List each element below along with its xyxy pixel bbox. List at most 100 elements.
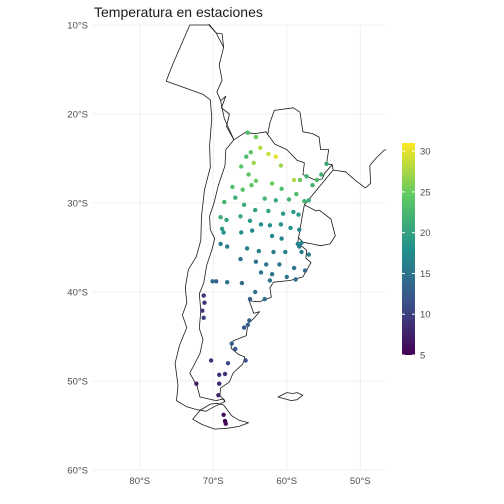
station-point bbox=[293, 277, 298, 282]
station-point bbox=[230, 184, 235, 190]
colorbar-tick-label: 5 bbox=[420, 351, 425, 362]
station-point bbox=[241, 202, 247, 207]
station-point bbox=[239, 230, 244, 235]
station-point bbox=[286, 197, 292, 202]
station-point bbox=[253, 134, 259, 140]
station-point bbox=[273, 198, 278, 203]
colorbar bbox=[402, 143, 415, 355]
argentina-outline bbox=[219, 131, 334, 402]
y-tick-label: 30°S bbox=[67, 199, 88, 210]
station-point bbox=[258, 270, 264, 275]
station-point bbox=[279, 236, 284, 241]
station-point bbox=[291, 177, 297, 183]
station-point bbox=[238, 256, 243, 262]
station-point bbox=[273, 154, 278, 159]
station-point bbox=[217, 372, 222, 377]
station-point bbox=[224, 217, 229, 223]
map-title: Temperatura en estaciones bbox=[94, 4, 263, 20]
station-point bbox=[277, 262, 282, 267]
country-outlines bbox=[165, 23, 387, 430]
station-point bbox=[222, 199, 227, 205]
y-tick-label: 40°S bbox=[67, 288, 88, 299]
station-point bbox=[247, 318, 252, 323]
y-tick-label: 10°S bbox=[67, 21, 88, 32]
station-point bbox=[266, 208, 271, 214]
station-point bbox=[253, 178, 259, 183]
station-point bbox=[288, 225, 293, 231]
station-point bbox=[202, 300, 207, 305]
station-point bbox=[218, 241, 223, 247]
station-point bbox=[269, 272, 275, 277]
station-point bbox=[258, 222, 264, 227]
station-points bbox=[194, 130, 329, 426]
colorbar-tick-label: 25 bbox=[420, 187, 431, 198]
station-point bbox=[233, 346, 238, 352]
station-point bbox=[216, 393, 221, 398]
station-point bbox=[310, 183, 315, 188]
station-point bbox=[319, 172, 324, 177]
colorbar-tick-label: 20 bbox=[420, 228, 431, 239]
station-point bbox=[250, 228, 255, 233]
station-point bbox=[218, 215, 223, 220]
station-point bbox=[222, 371, 228, 377]
bolivia-border bbox=[220, 95, 235, 140]
uruguay-border bbox=[298, 204, 336, 247]
y-tick-label: 50°S bbox=[67, 377, 88, 388]
station-point bbox=[225, 280, 230, 285]
station-point bbox=[251, 160, 256, 166]
station-point bbox=[208, 358, 214, 363]
station-point bbox=[314, 177, 320, 183]
station-point bbox=[302, 268, 308, 273]
station-point bbox=[269, 181, 275, 186]
station-point bbox=[249, 183, 254, 188]
station-point bbox=[253, 207, 258, 213]
x-tick-label: 60°S bbox=[276, 476, 297, 487]
station-point bbox=[297, 177, 303, 183]
station-point bbox=[240, 187, 245, 192]
station-point bbox=[200, 308, 205, 313]
station-point bbox=[284, 274, 289, 280]
station-point bbox=[239, 280, 245, 286]
station-point bbox=[210, 279, 215, 284]
colorbar-tick-label: 10 bbox=[420, 310, 431, 321]
station-point bbox=[278, 163, 284, 168]
station-point bbox=[238, 214, 243, 219]
station-point bbox=[219, 226, 225, 231]
station-point bbox=[269, 233, 275, 239]
station-point bbox=[221, 412, 226, 417]
station-point bbox=[244, 154, 249, 159]
station-point bbox=[246, 172, 251, 177]
station-point bbox=[225, 244, 230, 249]
x-tick-label: 80°S bbox=[129, 476, 150, 487]
station-point bbox=[278, 222, 284, 227]
chile-outline bbox=[165, 24, 235, 412]
station-point bbox=[294, 191, 299, 197]
station-point bbox=[297, 227, 302, 232]
station-point bbox=[201, 293, 206, 298]
colorbar-tick-label: 15 bbox=[420, 269, 431, 280]
station-point bbox=[324, 161, 329, 166]
station-point bbox=[280, 211, 286, 216]
station-point bbox=[225, 361, 231, 366]
station-point bbox=[243, 358, 248, 363]
station-point bbox=[247, 296, 253, 302]
station-point bbox=[299, 240, 304, 246]
station-point bbox=[266, 151, 271, 157]
paraguay-border bbox=[267, 107, 333, 166]
station-point bbox=[241, 325, 247, 330]
station-point bbox=[222, 418, 228, 424]
peru-border bbox=[208, 23, 224, 48]
station-point bbox=[279, 186, 284, 191]
axes: 80°S 70°S 60°S 50°S 10°S 20°S 30°S 40°S 50°S 60°S bbox=[67, 21, 370, 488]
station-point bbox=[233, 195, 238, 200]
station-point bbox=[291, 265, 297, 271]
y-tick-label: 20°S bbox=[67, 110, 88, 121]
station-point bbox=[239, 164, 244, 169]
station-point bbox=[245, 130, 250, 135]
tierra-del-fuego-outline bbox=[192, 402, 249, 430]
station-point bbox=[247, 218, 253, 223]
station-point bbox=[296, 212, 301, 217]
station-point bbox=[271, 249, 276, 255]
x-tick-label: 50°S bbox=[350, 476, 371, 487]
station-point bbox=[253, 259, 259, 264]
